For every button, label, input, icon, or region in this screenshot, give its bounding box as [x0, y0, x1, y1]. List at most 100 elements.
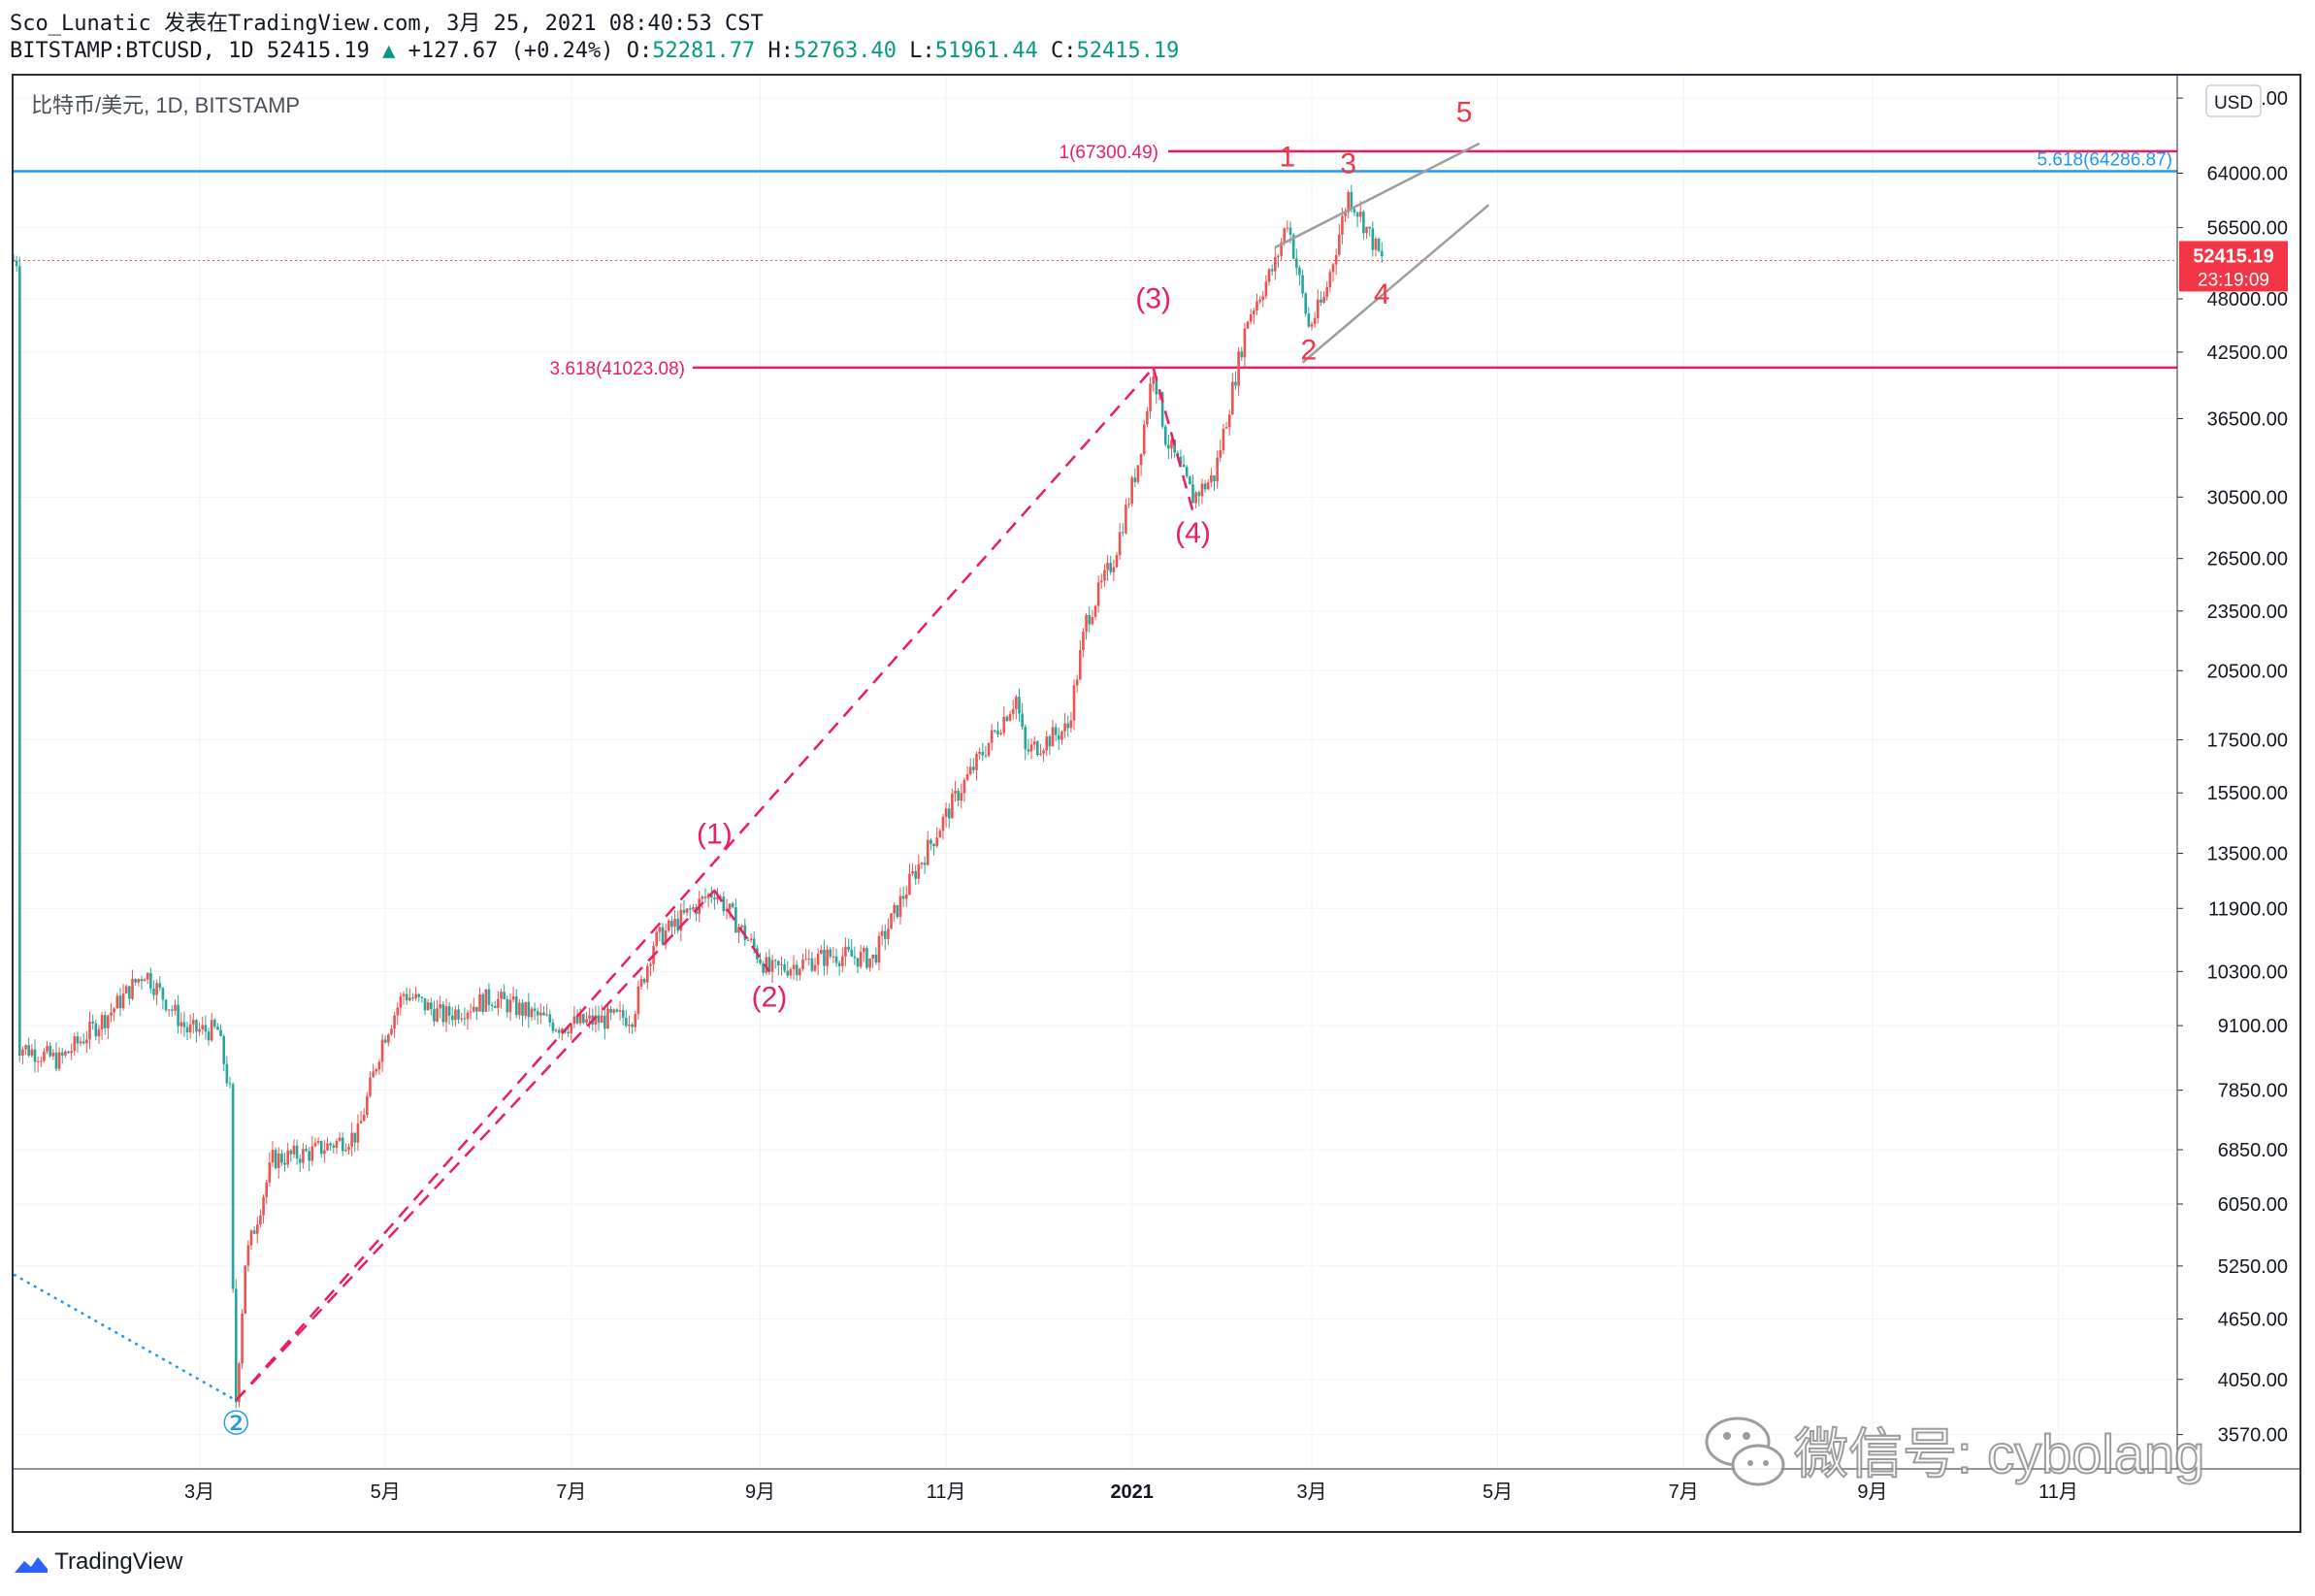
candle-body [826, 949, 829, 966]
candle-body [807, 958, 811, 960]
price-chart[interactable]: 1(67300.49) 5.618(64286.87) 3.618(41023.08… [14, 76, 2299, 1531]
y-tick-label: 23500.00 [2207, 602, 2288, 623]
candle-body [1197, 492, 1201, 497]
candle-body [155, 983, 158, 995]
trend-line[interactable] [235, 367, 1155, 1402]
candle-body [716, 896, 719, 899]
candle-body [804, 959, 807, 961]
candle-body [692, 907, 695, 910]
candle-body [536, 1011, 539, 1016]
candle-body [353, 1132, 357, 1143]
x-tick-label: 7月 [1669, 1482, 1699, 1503]
candle-body [1163, 426, 1167, 445]
candle-body [975, 753, 978, 770]
currency-button[interactable] [2205, 84, 2262, 117]
candle-body [1234, 381, 1237, 386]
candle-body [893, 904, 897, 914]
candle-body [1258, 299, 1261, 302]
candle-body [783, 964, 786, 971]
candle-body [746, 939, 750, 941]
y-tick-label: 64000.00 [2207, 164, 2288, 185]
candle-body [911, 871, 914, 874]
candle-body [1325, 286, 1329, 297]
x-tick-label: 9月 [1857, 1482, 1887, 1503]
candle-body [201, 1025, 205, 1029]
close-value: 52415.19 [1076, 39, 1180, 63]
candle-body [57, 1052, 61, 1069]
x-tick-label: 3月 [1296, 1482, 1326, 1503]
candle-body [649, 963, 652, 966]
candle-body [734, 907, 737, 933]
candle-body [420, 996, 424, 998]
candle-body [149, 972, 152, 989]
candle-body [1093, 605, 1097, 617]
candle-body [454, 1009, 457, 1021]
trend-line[interactable] [1152, 367, 1194, 512]
tradingview-logo-icon [15, 1556, 48, 1573]
candle-body [1219, 450, 1223, 458]
candle-body [1182, 464, 1186, 468]
candle-body [402, 993, 406, 996]
candle-body [1322, 296, 1325, 303]
candle-body [444, 1006, 448, 1023]
candle-body [73, 1036, 77, 1052]
y-tick-label: 4650.00 [2218, 1310, 2288, 1331]
candle-body [332, 1145, 336, 1148]
candle-body [938, 831, 942, 838]
candle-body [740, 925, 743, 928]
candle-body [36, 1060, 40, 1062]
y-tick-label: 6050.00 [2218, 1194, 2288, 1216]
candle-body [198, 1028, 201, 1032]
candle-body [570, 1024, 573, 1034]
candle-body [1291, 235, 1295, 259]
candle-body [1015, 697, 1018, 709]
candle-body [1246, 321, 1250, 329]
watermark-text: 微信号: cybolang [1794, 1423, 2204, 1484]
candle-body [1240, 351, 1244, 358]
candle-body [954, 791, 957, 795]
candle-body [984, 755, 988, 757]
trend-line[interactable] [235, 889, 716, 1402]
candle-body [341, 1137, 344, 1152]
candle-body [369, 1077, 372, 1096]
candle-body [350, 1132, 353, 1147]
trend-line[interactable] [1274, 142, 1481, 249]
candle-body [932, 843, 935, 847]
candle-body [366, 1095, 369, 1116]
candle-body [636, 986, 640, 1015]
candle-body [1011, 708, 1015, 714]
candle-body [1264, 281, 1268, 297]
candle-body [841, 956, 844, 966]
currency-button-label[interactable]: USD [2214, 93, 2253, 114]
candle-body [399, 995, 403, 1008]
candle-body [1320, 299, 1322, 303]
candle-body [1112, 567, 1116, 572]
candle-body [820, 949, 823, 954]
chart-frame[interactable]: 1(67300.49) 5.618(64286.87) 3.618(41023.08… [12, 74, 2301, 1533]
candle-body [527, 1001, 531, 1018]
trend-line[interactable] [1301, 204, 1489, 364]
candle-body [423, 997, 427, 1011]
wave-label: 2 [1301, 334, 1318, 366]
candle-body [174, 1004, 177, 1011]
trend-line[interactable] [713, 890, 770, 973]
candle-body [1018, 697, 1021, 714]
tradingview-logo[interactable]: TradingView [14, 1548, 182, 1576]
candle-body [1088, 614, 1092, 625]
candle-body [1142, 424, 1146, 454]
candle-body [195, 1020, 198, 1032]
y-tick-label: 15500.00 [2207, 783, 2288, 804]
candle-body [1274, 256, 1277, 272]
candle-body [545, 1014, 548, 1016]
wave-label: 1 [1280, 142, 1296, 174]
candle-body [1096, 582, 1100, 606]
candle-body [1347, 191, 1350, 212]
candle-body [21, 1049, 24, 1057]
candle-body [231, 1084, 235, 1289]
candle-body [1002, 716, 1006, 733]
open-label: O: [626, 39, 653, 63]
candle-body [1237, 351, 1240, 386]
bar-countdown: 23:19:09 [2198, 270, 2269, 290]
candle-body [1286, 227, 1289, 229]
candle-body [1127, 504, 1130, 505]
